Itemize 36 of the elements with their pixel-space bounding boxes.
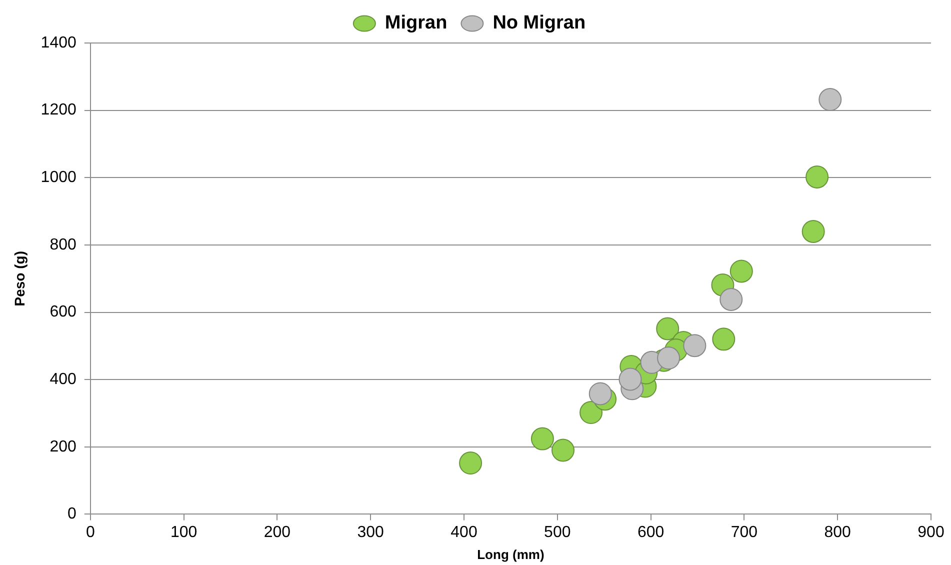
x-tick-label: 0 [86, 524, 95, 542]
x-tick-label: 800 [824, 524, 852, 542]
y-tick-label: 800 [50, 236, 76, 254]
x-tick-label: 700 [730, 524, 758, 542]
x-tick-label: 400 [450, 524, 478, 542]
point [802, 220, 825, 243]
point [530, 427, 554, 450]
x-tick-label: 300 [357, 524, 384, 542]
point [730, 260, 753, 283]
y-axis-title: Peso (g) [11, 250, 28, 306]
point [588, 382, 612, 406]
x-tick-label: 100 [170, 524, 198, 542]
point [720, 288, 743, 311]
y-tick-label: 0 [67, 506, 76, 523]
point [712, 328, 736, 351]
point [580, 401, 603, 424]
point [683, 334, 706, 358]
x-axis-title: Long (mm) [477, 546, 544, 562]
y-tick-label: 200 [50, 438, 76, 456]
y-tick-label: 1000 [40, 169, 76, 186]
point [459, 452, 482, 475]
point [806, 165, 829, 188]
legend-label: Migran [384, 12, 448, 34]
x-tick-label: 600 [637, 524, 664, 542]
legend-label: No Migran [492, 12, 586, 34]
point [818, 88, 842, 112]
point [618, 368, 642, 391]
point [656, 317, 680, 340]
y-tick-label: 1200 [40, 102, 76, 119]
y-tick-label: 1400 [40, 34, 76, 52]
x-tick-label: 200 [264, 524, 291, 542]
y-tick-label: 600 [50, 304, 76, 321]
x-tick-label: 500 [544, 524, 571, 542]
x-tick-label: 900 [918, 524, 944, 542]
point [552, 438, 574, 462]
y-tick-label: 400 [50, 370, 76, 388]
